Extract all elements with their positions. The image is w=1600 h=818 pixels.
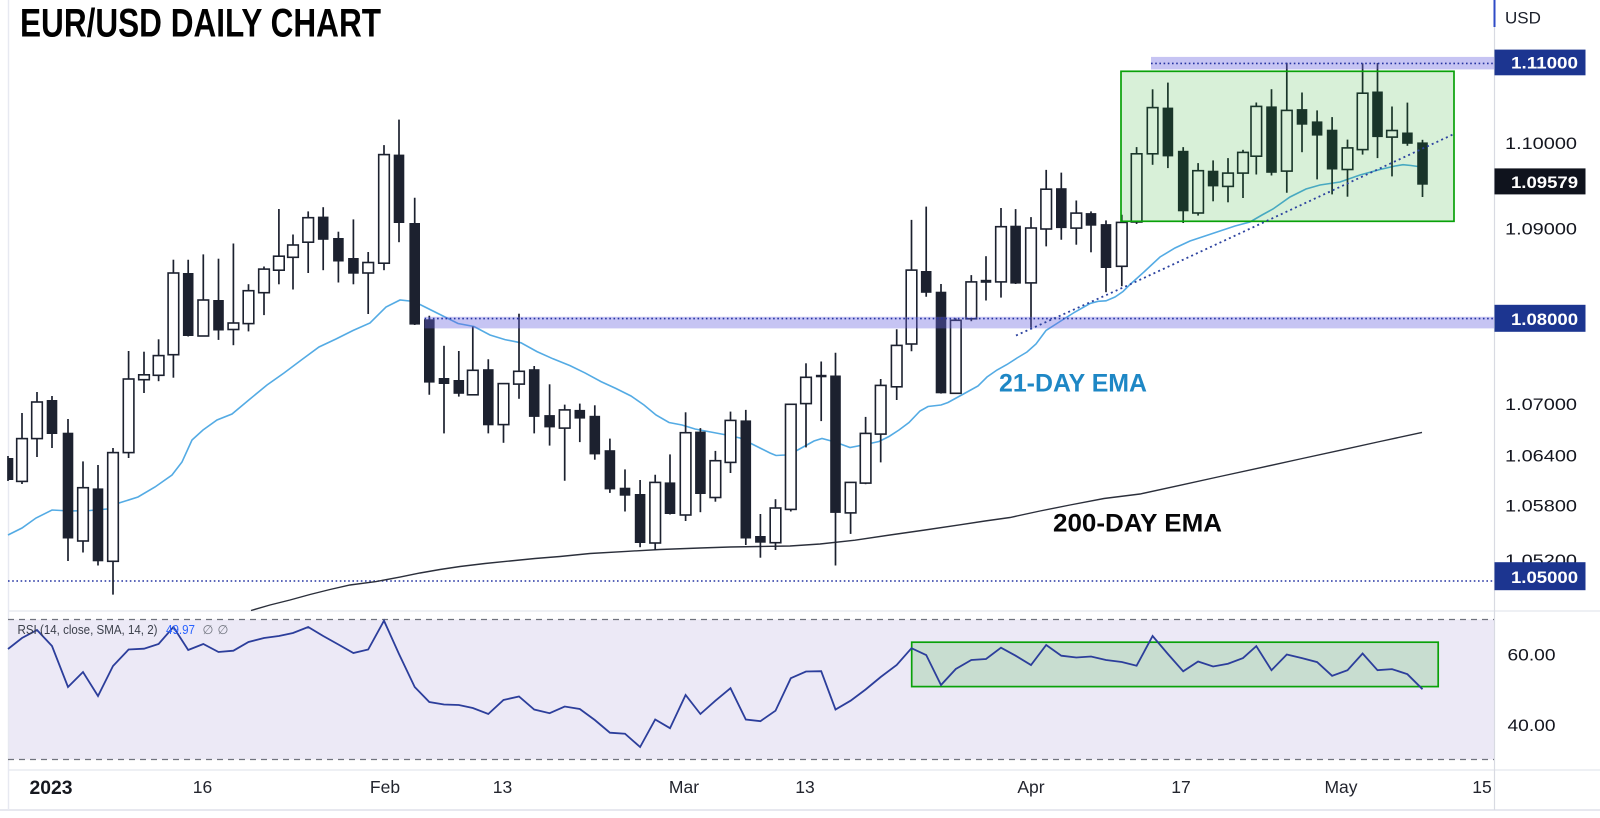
svg-text:13: 13 [493, 777, 512, 797]
svg-text:1.09579: 1.09579 [1511, 173, 1578, 192]
svg-text:1.05800: 1.05800 [1505, 498, 1577, 516]
svg-text:16: 16 [193, 777, 212, 797]
svg-text:Apr: Apr [1017, 777, 1044, 797]
svg-text:∅: ∅ [203, 623, 214, 637]
svg-text:May: May [1324, 777, 1357, 797]
svg-text:200-DAY EMA: 200-DAY EMA [1053, 510, 1222, 538]
svg-text:Feb: Feb [370, 777, 400, 797]
svg-text:RSI (14, close, SMA, 14, 2): RSI (14, close, SMA, 14, 2) [18, 623, 158, 637]
svg-text:2023: 2023 [30, 778, 73, 799]
svg-text:1.08000: 1.08000 [1511, 310, 1578, 329]
svg-text:1.11000: 1.11000 [1511, 54, 1578, 73]
svg-text:Mar: Mar [669, 777, 699, 797]
svg-text:15: 15 [1472, 777, 1491, 797]
svg-text:49.97: 49.97 [166, 623, 195, 637]
svg-text:40.00: 40.00 [1508, 716, 1556, 735]
svg-text:1.05000: 1.05000 [1511, 568, 1578, 587]
svg-text:1.09000: 1.09000 [1505, 221, 1577, 239]
svg-text:17: 17 [1171, 777, 1190, 797]
svg-text:1.06400: 1.06400 [1505, 448, 1577, 466]
svg-text:13: 13 [795, 777, 814, 797]
svg-text:∅: ∅ [218, 623, 229, 637]
svg-text:60.00: 60.00 [1508, 646, 1556, 665]
svg-text:USD: USD [1505, 9, 1541, 28]
svg-text:1.07000: 1.07000 [1505, 396, 1577, 414]
svg-text:1.10000: 1.10000 [1505, 135, 1577, 153]
svg-text:21-DAY EMA: 21-DAY EMA [999, 371, 1147, 398]
svg-text:EUR/USD DAILY CHART: EUR/USD DAILY CHART [20, 2, 381, 46]
